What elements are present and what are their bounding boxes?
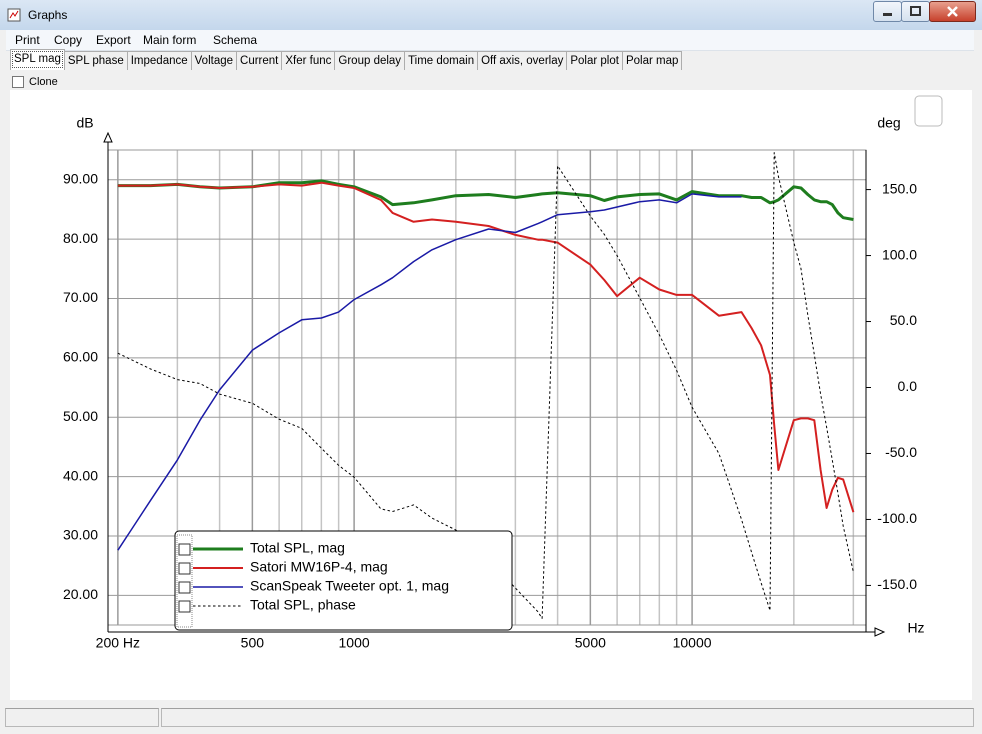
minimize-button[interactable] <box>873 1 902 22</box>
legend-label: Total SPL, phase <box>250 597 356 613</box>
checkbox-label: Clone <box>29 76 58 88</box>
menu-item[interactable]: Print <box>15 33 40 47</box>
app-icon <box>7 8 21 22</box>
y-axis-arrow <box>103 131 113 143</box>
tab-strip: SPL mag SPL phase Impedance Voltage Current X… <box>10 49 683 71</box>
y2-tick-label: 150.0 <box>882 180 917 196</box>
legend-checkbox[interactable] <box>178 562 191 575</box>
x-tick-label: 1000 <box>339 635 370 651</box>
checkbox[interactable] <box>12 76 24 88</box>
series-line <box>117 193 742 551</box>
legend: Total SPL, mag Satori MW16P-4, mag ScanSpe… <box>174 530 513 631</box>
tab[interactable]: Xfer func <box>281 51 336 70</box>
x-tick-label: 200 Hz <box>96 635 140 651</box>
menu-item[interactable]: Main form <box>143 33 197 47</box>
legend-inner <box>176 534 193 628</box>
tab[interactable]: SPL phase <box>63 51 128 70</box>
y-tick-label: 40.00 <box>63 467 98 483</box>
corner-button[interactable] <box>914 95 943 127</box>
y2-tick-label: -150.0 <box>877 576 917 592</box>
y-axis-label: dB <box>76 115 93 131</box>
x-tick-label: 5000 <box>575 635 606 651</box>
clone-checkbox[interactable]: Clone <box>12 76 58 88</box>
y2-axis-label: deg <box>877 115 900 131</box>
maximize-icon <box>910 6 921 16</box>
tab[interactable]: Voltage <box>190 51 238 70</box>
tab[interactable]: Off axis, overlay <box>477 51 568 70</box>
tab[interactable]: Group delay <box>334 51 406 70</box>
x-tick-label: 10000 <box>673 635 712 651</box>
menu-item[interactable]: Copy <box>54 33 83 47</box>
x-axis-arrow <box>874 627 886 637</box>
y-tick-label: 70.00 <box>63 289 98 305</box>
tab[interactable]: SPL mag <box>10 49 65 70</box>
y-tick-label: 30.00 <box>63 527 98 543</box>
maximize-button[interactable] <box>901 1 930 22</box>
tab[interactable]: Polar map <box>621 51 683 70</box>
y2-tick-label: -100.0 <box>877 510 917 526</box>
tab[interactable]: Polar plot <box>566 51 623 70</box>
y-tick-label: 90.00 <box>63 170 98 186</box>
y-tick-label: 50.00 <box>63 408 98 424</box>
legend-checkbox[interactable] <box>178 581 191 594</box>
y2-tick-label: 50.0 <box>890 312 917 328</box>
legend-box <box>174 530 513 631</box>
chart: 200 Hz 500 1000 5000 10000 20.00 30.00 40.00 50.… <box>10 90 972 700</box>
legend-checkbox[interactable] <box>178 600 191 613</box>
legend-label: Total SPL, mag <box>250 540 345 556</box>
series-line <box>117 179 854 221</box>
minimize-icon <box>883 13 892 16</box>
status-panel <box>161 708 974 727</box>
tab[interactable]: Impedance <box>126 51 192 70</box>
y2-tick-label: 0.0 <box>898 378 918 394</box>
window-title: Graphs <box>28 8 68 22</box>
title-bar: Graphs <box>0 0 982 30</box>
y2-tick-label: -50.0 <box>885 444 917 460</box>
y2-tick-label: 100.0 <box>882 246 917 262</box>
menu-item[interactable]: Export <box>96 33 131 47</box>
y-tick-label: 60.00 <box>63 349 98 365</box>
tab[interactable]: Time domain <box>404 51 479 70</box>
menu-item[interactable]: Schema <box>213 33 258 47</box>
y-tick-label: 80.00 <box>63 230 98 246</box>
tab[interactable]: Current <box>236 51 283 70</box>
x-axis-label: Hz <box>907 620 924 636</box>
x-tick-label: 500 <box>241 635 265 651</box>
y-tick-label: 20.00 <box>63 586 98 602</box>
close-button[interactable] <box>929 1 976 22</box>
series-line <box>117 152 854 619</box>
status-panel <box>5 708 159 727</box>
legend-label: ScanSpeak Tweeter opt. 1, mag <box>250 578 449 594</box>
legend-label: Satori MW16P-4, mag <box>250 559 388 575</box>
legend-checkbox[interactable] <box>178 543 191 556</box>
close-icon <box>947 6 958 17</box>
menu-bar: Print Copy Export Main form Schema <box>6 30 974 51</box>
series-line <box>117 181 855 513</box>
